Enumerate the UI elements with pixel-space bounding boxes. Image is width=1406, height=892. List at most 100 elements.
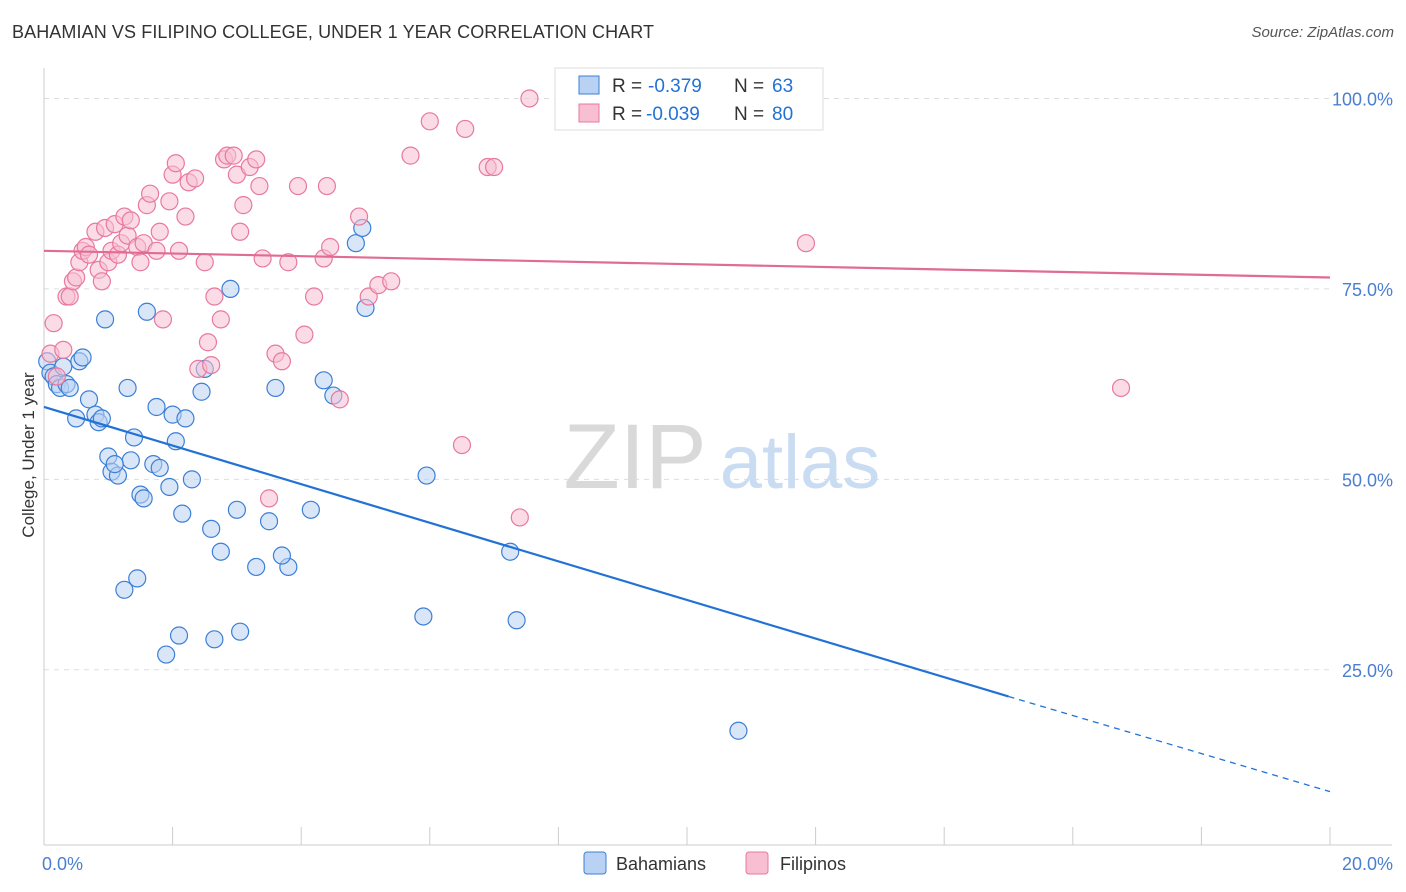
filipinos-point-77[interactable] bbox=[520, 89, 539, 108]
bahamians-point-28[interactable] bbox=[150, 458, 169, 478]
filipinos-point-25[interactable] bbox=[131, 253, 150, 272]
bahamians-point-14[interactable] bbox=[95, 310, 115, 329]
filipinos-point-71[interactable] bbox=[420, 112, 439, 131]
bahamians-point-42[interactable] bbox=[227, 500, 246, 519]
filipinos-point-60[interactable] bbox=[295, 325, 314, 344]
filipinos-point-59[interactable] bbox=[288, 176, 308, 196]
bahamians-point-60[interactable] bbox=[105, 455, 124, 474]
filipinos-point-23[interactable] bbox=[121, 211, 140, 230]
filipinos-point-47[interactable] bbox=[224, 146, 243, 165]
bahamians-point-24[interactable] bbox=[134, 489, 153, 508]
stats-r-value-blue: -0.379 bbox=[648, 76, 702, 97]
filipinos-point-43[interactable] bbox=[205, 287, 224, 306]
bottom-legend: Bahamians Filipinos bbox=[583, 851, 846, 875]
filipinos-point-50[interactable] bbox=[234, 196, 253, 215]
grid-lines bbox=[44, 97, 1330, 671]
stats-legend-swatch-pink bbox=[578, 103, 600, 123]
filipinos-point-42[interactable] bbox=[202, 355, 221, 375]
legend-swatch-filipinos[interactable] bbox=[745, 851, 769, 875]
filipinos-point-73[interactable] bbox=[456, 119, 475, 139]
stats-n-value-blue: 63 bbox=[772, 76, 793, 97]
bahamians-point-27[interactable] bbox=[147, 397, 166, 417]
axes bbox=[43, 68, 1392, 846]
filipinos-point-52[interactable] bbox=[247, 150, 266, 169]
filipinos-point-53[interactable] bbox=[250, 176, 269, 196]
bahamians-point-33[interactable] bbox=[169, 626, 189, 645]
filipinos-point-40[interactable] bbox=[195, 253, 214, 272]
filipinos-point-38[interactable] bbox=[186, 169, 205, 188]
watermark-zip: ZIP bbox=[563, 406, 706, 508]
filipinos-point-70[interactable] bbox=[401, 146, 420, 165]
filipinos-point-7[interactable] bbox=[67, 268, 86, 287]
bahamians-point-62[interactable] bbox=[259, 512, 279, 531]
filipinos-point-64[interactable] bbox=[321, 237, 340, 257]
filipinos-point-35[interactable] bbox=[169, 241, 189, 260]
bahamians-point-35[interactable] bbox=[182, 470, 201, 489]
filipinos-point-58[interactable] bbox=[279, 253, 298, 272]
filipinos-point-2[interactable] bbox=[47, 367, 66, 386]
bahamians-point-61[interactable] bbox=[176, 409, 195, 428]
bahamians-point-59[interactable] bbox=[60, 378, 79, 398]
stats-r-label-blue: R = bbox=[612, 76, 642, 97]
bahamians-point-10[interactable] bbox=[79, 390, 99, 409]
bahamians-point-57[interactable] bbox=[507, 611, 526, 630]
bahamians-point-47[interactable] bbox=[272, 546, 292, 565]
filipinos-point-28[interactable] bbox=[140, 184, 160, 203]
legend-swatch-bahamians[interactable] bbox=[583, 851, 607, 875]
bahamians-point-36[interactable] bbox=[192, 382, 211, 401]
bahamians-point-43[interactable] bbox=[231, 622, 250, 641]
filipinos-point-55[interactable] bbox=[259, 489, 279, 508]
filipinos-point-32[interactable] bbox=[160, 192, 179, 211]
filipinos-point-63[interactable] bbox=[317, 176, 337, 196]
filipinos-point-3[interactable] bbox=[54, 340, 73, 359]
filipinos-point-75[interactable] bbox=[485, 157, 504, 177]
bahamians-point-55[interactable] bbox=[414, 607, 433, 626]
bahamians-point-20[interactable] bbox=[121, 451, 140, 470]
bahamians-point-51[interactable] bbox=[346, 234, 365, 253]
y-tick-label-1: 50.0% bbox=[1342, 470, 1393, 490]
filipinos-point-29[interactable] bbox=[147, 241, 166, 260]
bahamians-point-9[interactable] bbox=[73, 348, 92, 367]
filipinos-point-34[interactable] bbox=[166, 154, 185, 173]
stats-legend-swatch-blue bbox=[578, 75, 600, 95]
bahamians-point-18[interactable] bbox=[115, 580, 134, 599]
filipinos-point-36[interactable] bbox=[176, 207, 195, 226]
filipinos-point-5[interactable] bbox=[60, 287, 79, 306]
filipinos-point-78[interactable] bbox=[796, 234, 816, 253]
bahamians-point-25[interactable] bbox=[137, 302, 156, 321]
filipinos-point-57[interactable] bbox=[272, 352, 292, 371]
filipinos-point-66[interactable] bbox=[349, 207, 369, 226]
filipinos-point-44[interactable] bbox=[211, 310, 230, 329]
filipinos-point-1[interactable] bbox=[44, 314, 63, 333]
bahamians-point-40[interactable] bbox=[211, 542, 230, 561]
filipinos-point-49[interactable] bbox=[231, 222, 250, 241]
legend-label-filipinos[interactable]: Filipinos bbox=[780, 854, 846, 874]
bahamians-point-58[interactable] bbox=[729, 721, 748, 740]
filipinos-point-76[interactable] bbox=[510, 508, 529, 527]
bahamians-point-45[interactable] bbox=[266, 378, 285, 398]
bahamians-point-19[interactable] bbox=[118, 378, 137, 398]
filipinos-point-11[interactable] bbox=[79, 245, 99, 264]
filipinos-point-30[interactable] bbox=[150, 222, 169, 241]
bahamians-point-34[interactable] bbox=[173, 504, 192, 523]
filipinos-point-61[interactable] bbox=[304, 287, 324, 306]
filipinos-point-54[interactable] bbox=[253, 249, 272, 268]
filipinos-point-79[interactable] bbox=[1111, 378, 1131, 398]
bahamians-point-30[interactable] bbox=[160, 477, 179, 497]
bahamians-point-54[interactable] bbox=[417, 466, 436, 485]
bahamians-point-29[interactable] bbox=[157, 645, 176, 664]
filipinos-point-65[interactable] bbox=[330, 390, 349, 409]
bahamians-point-41[interactable] bbox=[221, 279, 240, 299]
bahamians-point-44[interactable] bbox=[247, 557, 266, 577]
legend-label-bahamians[interactable]: Bahamians bbox=[616, 854, 706, 874]
filipinos-point-69[interactable] bbox=[382, 272, 401, 291]
filipinos-point-14[interactable] bbox=[92, 272, 111, 291]
filipinos-point-31[interactable] bbox=[153, 310, 173, 329]
bahamians-point-22[interactable] bbox=[128, 569, 147, 588]
bahamians-point-38[interactable] bbox=[202, 519, 221, 538]
filipinos-point-41[interactable] bbox=[198, 333, 218, 352]
bahamians-point-39[interactable] bbox=[205, 630, 224, 649]
bahamians-point-49[interactable] bbox=[314, 371, 333, 390]
bahamians-point-48[interactable] bbox=[301, 500, 320, 519]
filipinos-point-72[interactable] bbox=[452, 435, 472, 455]
